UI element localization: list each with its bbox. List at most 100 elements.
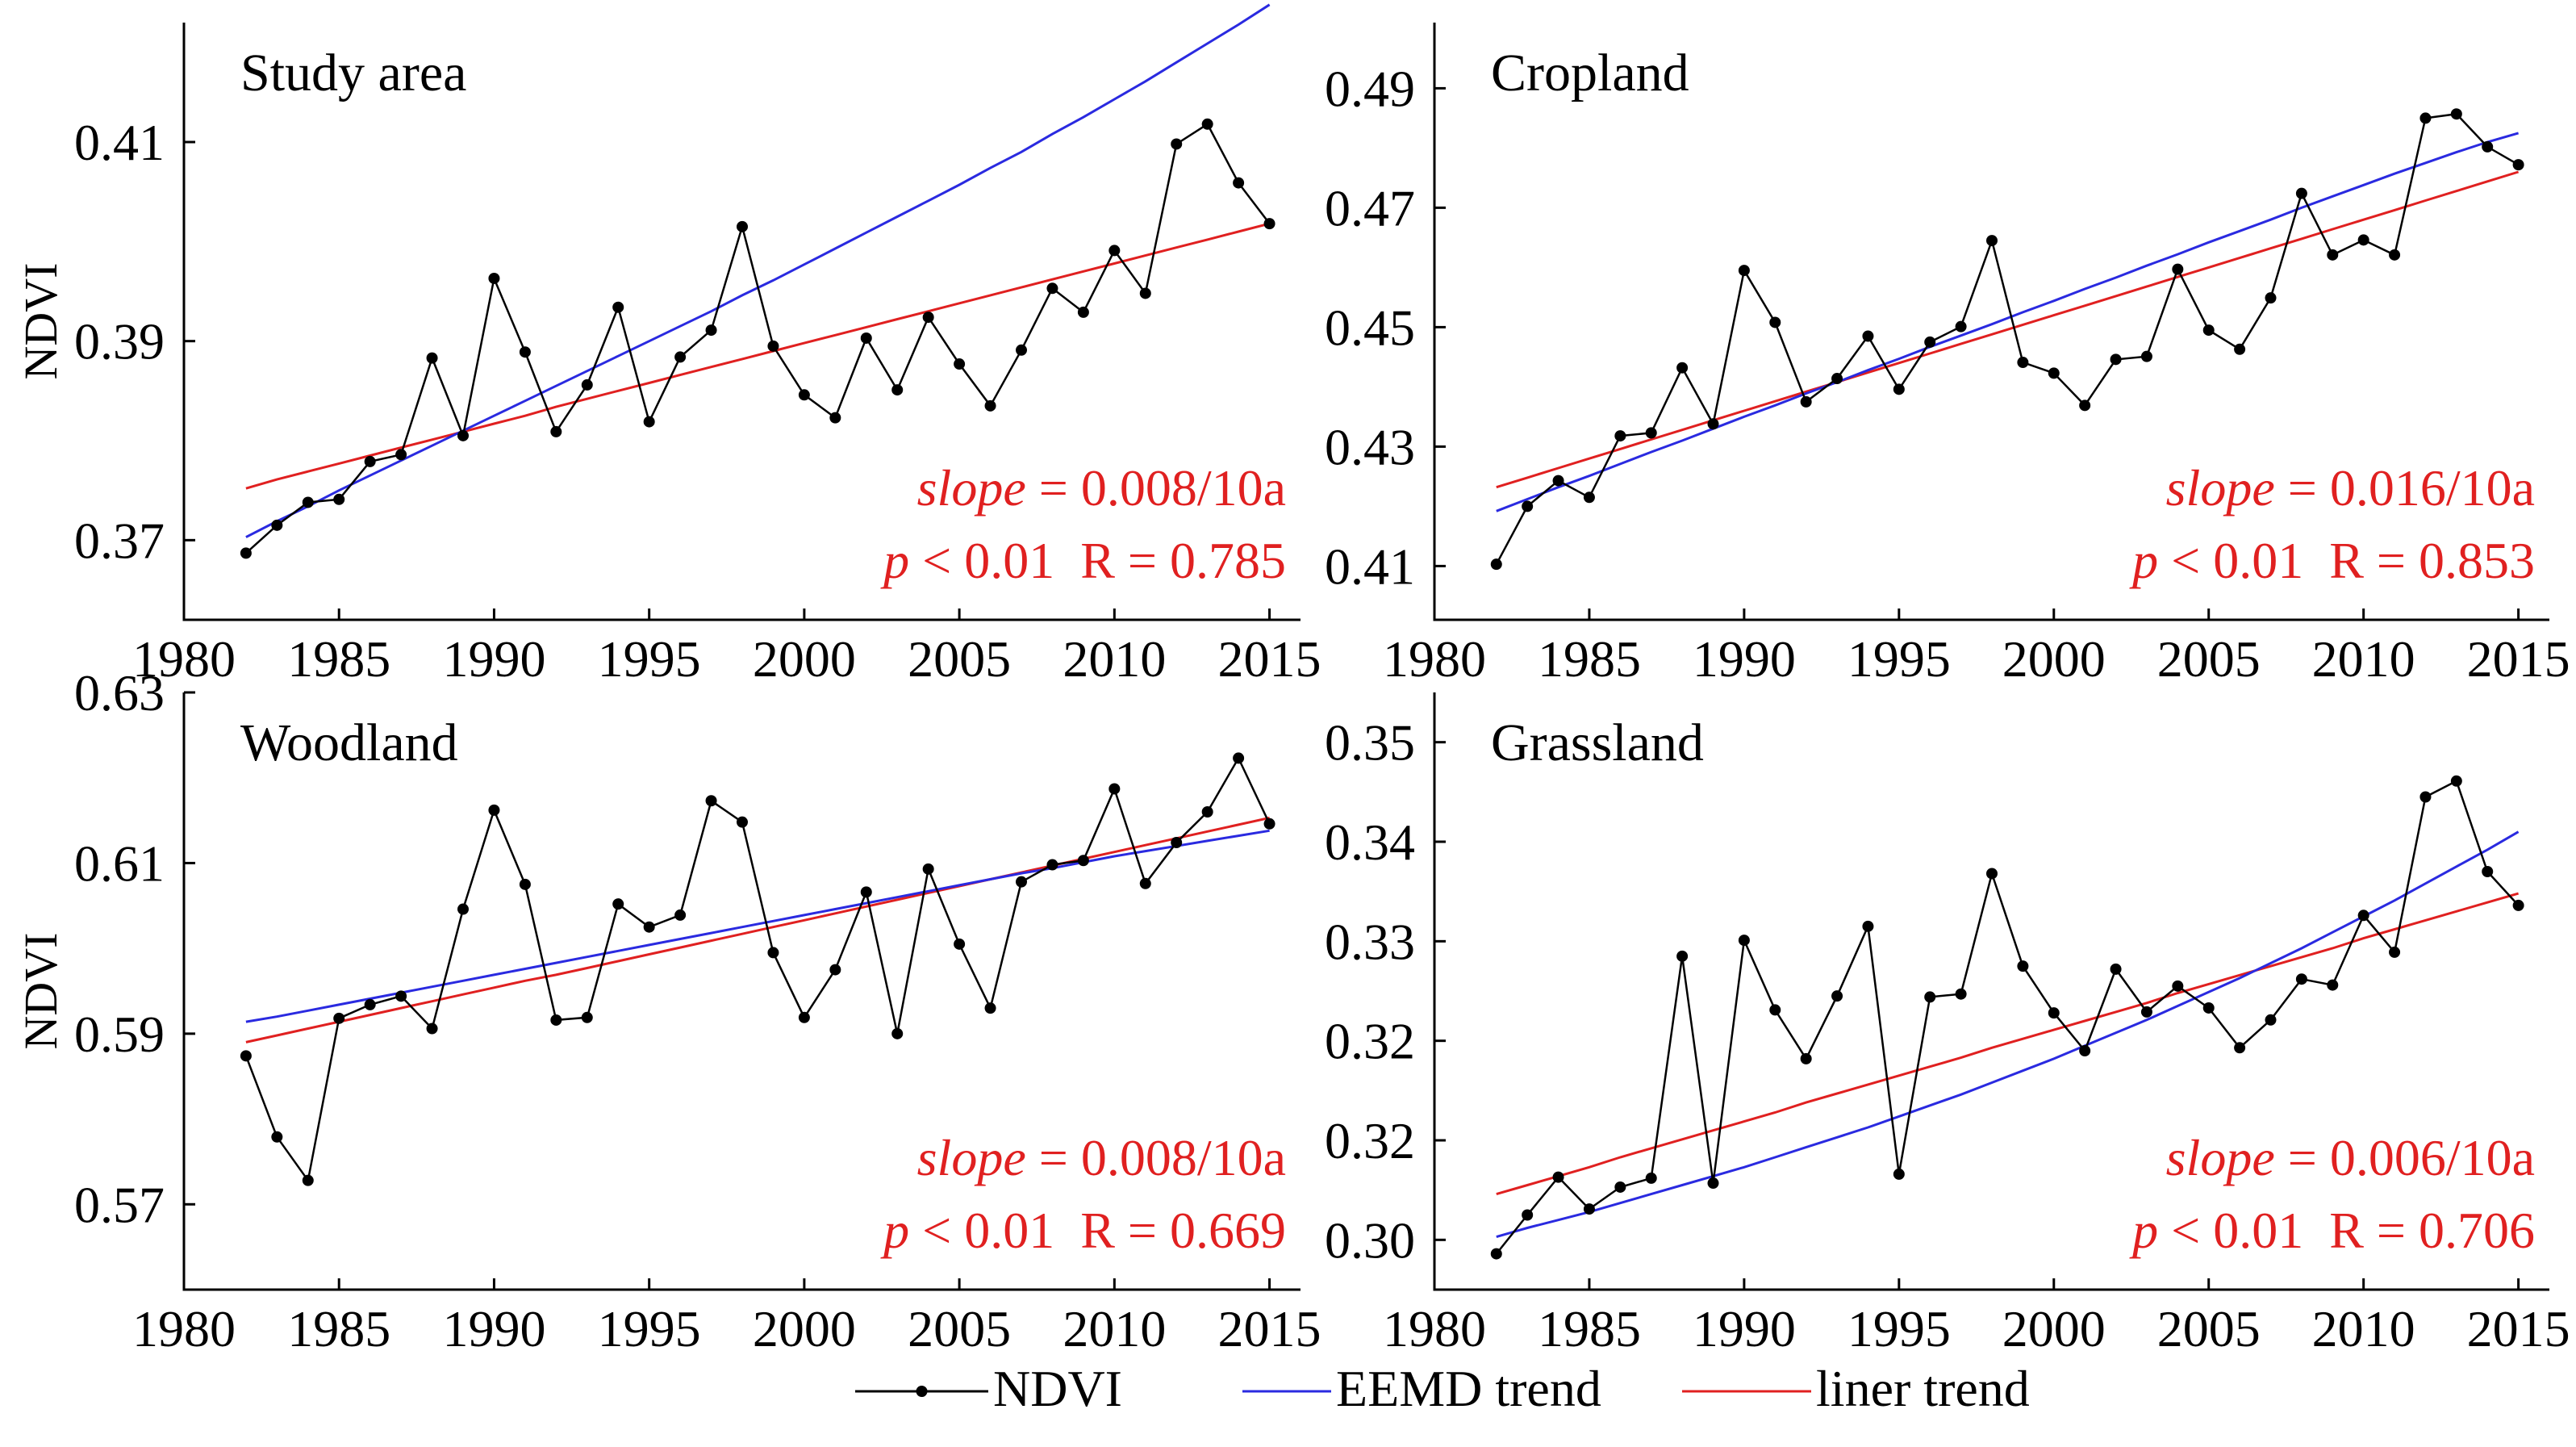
x-tick-label: 1995 bbox=[1847, 1300, 1951, 1357]
ndvi-point bbox=[1583, 491, 1595, 504]
ndvi-point bbox=[519, 878, 531, 890]
slope-value: = 0.016/10a bbox=[2275, 459, 2535, 516]
ndvi-point bbox=[922, 312, 934, 324]
ndvi-point bbox=[2202, 324, 2215, 337]
ndvi-point bbox=[2327, 249, 2339, 261]
series-line-liner-trend bbox=[1496, 892, 2520, 1196]
ndvi-point bbox=[2017, 357, 2029, 369]
y-tick-label: 0.34 bbox=[1325, 813, 1415, 871]
ndvi-point bbox=[457, 903, 469, 915]
y-axis-label: NDVI bbox=[15, 263, 67, 380]
ndvi-point bbox=[1016, 876, 1027, 888]
y-tick-label: 0.59 bbox=[74, 1006, 165, 1063]
x-tick-label: 1980 bbox=[132, 630, 236, 688]
x-tick-label: 2005 bbox=[2157, 1300, 2261, 1357]
slope-value: = 0.008/10a bbox=[1026, 1129, 1286, 1186]
y-axis-label: NDVI bbox=[15, 933, 67, 1050]
x-tick-label: 2010 bbox=[1063, 1300, 1166, 1357]
series-line-eemd-trend bbox=[1496, 830, 2520, 1239]
ndvi-point bbox=[2172, 980, 2184, 992]
p-symbol: p bbox=[880, 532, 909, 589]
ndvi-point bbox=[2110, 963, 2122, 975]
ndvi-point bbox=[1986, 868, 1998, 880]
ndvi-point bbox=[1490, 1248, 1502, 1260]
ndvi-point bbox=[426, 1023, 438, 1035]
ndvi-point bbox=[612, 898, 624, 910]
ndvi-point bbox=[1676, 950, 1689, 962]
legend-label: liner trend bbox=[1816, 1360, 2030, 1417]
ndvi-point bbox=[271, 519, 283, 531]
slope-symbol: slope bbox=[2166, 1129, 2275, 1186]
y-tick-label: 0.47 bbox=[1325, 179, 1415, 236]
ndvi-point bbox=[240, 1050, 252, 1062]
ndvi-point bbox=[737, 816, 748, 828]
p-symbol: p bbox=[2129, 1202, 2158, 1259]
ndvi-point bbox=[2048, 1007, 2060, 1019]
x-tick-label: 2015 bbox=[1218, 630, 1321, 688]
ndvi-point bbox=[302, 1174, 314, 1186]
ndvi-point bbox=[1738, 265, 1750, 277]
x-tick-label: 1985 bbox=[287, 1300, 390, 1357]
series-line-liner-trend bbox=[1496, 170, 2520, 489]
series-line-ndvi bbox=[1495, 780, 2520, 1255]
x-tick-label: 2010 bbox=[1063, 630, 1166, 688]
ndvi-point bbox=[705, 795, 717, 807]
ndvi-point bbox=[488, 272, 500, 284]
ndvi-point bbox=[1139, 287, 1151, 299]
ndvi-point bbox=[2450, 775, 2462, 787]
ndvi-point bbox=[798, 1011, 810, 1023]
x-tick-label: 2005 bbox=[908, 630, 1011, 688]
x-tick-label: 2005 bbox=[908, 1300, 1011, 1357]
ndvi-point bbox=[1738, 935, 1750, 947]
ndvi-point bbox=[271, 1131, 283, 1143]
panel-title: Grassland bbox=[1491, 713, 1704, 772]
p-r-annotation: p < 0.01 R = 0.669 bbox=[880, 1202, 1286, 1259]
y-tick-label: 0.49 bbox=[1325, 60, 1415, 117]
y-tick-label: 0.32 bbox=[1325, 1013, 1415, 1070]
x-tick-label: 2010 bbox=[2312, 630, 2415, 688]
y-tick-label: 0.32 bbox=[1325, 1112, 1415, 1169]
ndvi-point bbox=[2295, 187, 2307, 199]
axes-frame bbox=[1433, 23, 2549, 621]
ndvi-point bbox=[1201, 118, 1213, 130]
y-tick-label: 0.39 bbox=[74, 313, 165, 370]
ndvi-point bbox=[674, 909, 687, 921]
ndvi-point bbox=[2327, 979, 2339, 991]
y-tick-label: 0.41 bbox=[74, 114, 165, 171]
ndvi-point bbox=[550, 1014, 562, 1026]
ndvi-point bbox=[767, 947, 779, 959]
y-tick-label: 0.35 bbox=[1325, 714, 1415, 772]
ndvi-point bbox=[737, 220, 748, 232]
ndvi-point bbox=[674, 351, 687, 363]
x-tick-label: 2000 bbox=[2002, 630, 2106, 688]
ndvi-point bbox=[1490, 558, 1502, 571]
ndvi-point bbox=[1893, 383, 1905, 395]
ndvi-point bbox=[581, 378, 593, 391]
y-tick-label: 0.57 bbox=[74, 1176, 165, 1233]
y-tick-label: 0.33 bbox=[1325, 913, 1415, 970]
x-tick-label: 1980 bbox=[1383, 630, 1486, 688]
slope-annotation: slope = 0.008/10a bbox=[917, 1129, 1286, 1186]
ndvi-point bbox=[457, 429, 469, 441]
x-tick-label: 1990 bbox=[1693, 630, 1796, 688]
y-tick-label: 0.37 bbox=[74, 512, 165, 569]
ndvi-point bbox=[1263, 218, 1275, 230]
ndvi-point bbox=[2482, 140, 2494, 153]
x-tick-label: 2015 bbox=[2467, 1300, 2570, 1357]
ndvi-point bbox=[1233, 752, 1245, 764]
ndvi-point bbox=[302, 496, 314, 508]
ndvi-point bbox=[2357, 910, 2369, 922]
x-tick-label: 1985 bbox=[287, 630, 390, 688]
ndvi-point bbox=[1924, 336, 1936, 348]
ndvi-point bbox=[333, 1012, 345, 1024]
ndvi-point bbox=[984, 399, 996, 412]
p-r-annotation: p < 0.01 R = 0.853 bbox=[2129, 532, 2535, 589]
ndvi-point bbox=[2048, 367, 2060, 379]
x-tick-label: 2005 bbox=[2157, 630, 2261, 688]
ndvi-point bbox=[1522, 1209, 1534, 1221]
ndvi-point bbox=[860, 886, 872, 898]
ndvi-point bbox=[2110, 353, 2122, 366]
ndvi-point bbox=[1046, 282, 1058, 295]
ndvi-point bbox=[2389, 946, 2401, 958]
ndvi-point bbox=[1233, 177, 1245, 189]
